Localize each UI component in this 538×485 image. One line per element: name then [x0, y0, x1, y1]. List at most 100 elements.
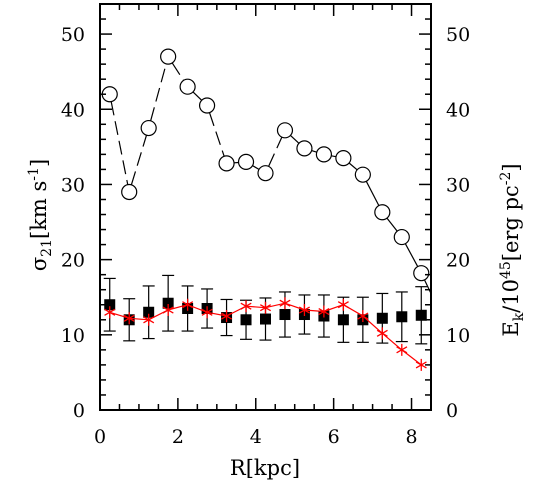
- plot-border: [99, 3, 432, 411]
- y-tick-label-right: 30: [446, 174, 470, 196]
- open-circle-point: [276, 122, 294, 139]
- y-label-right-sup: 45: [498, 261, 514, 279]
- open-circle-point: [335, 150, 352, 167]
- open-circle-point: [121, 183, 138, 201]
- circle-series-line: [386, 217, 398, 232]
- circle-series-line: [110, 101, 129, 185]
- filled-square-point: [162, 297, 174, 309]
- red-asterisk-point: [123, 312, 135, 325]
- red-asterisk-point: [415, 358, 427, 371]
- asterisk-stroke: [182, 301, 194, 309]
- asterisk-stroke: [143, 316, 155, 324]
- circle-series-line: [171, 62, 185, 81]
- open-circle-point: [160, 48, 177, 65]
- open-circle-point: [257, 165, 274, 182]
- circle-series-line: [348, 162, 358, 171]
- axis-ticks: [99, 3, 432, 411]
- filled-square-point: [240, 314, 252, 326]
- filled-square-point: [396, 311, 408, 323]
- open-circle-point: [354, 166, 371, 183]
- red-asterisk-point: [240, 300, 252, 313]
- filled-square-point: [415, 309, 427, 321]
- circle-series-line: [311, 149, 317, 153]
- open-circle-point: [218, 155, 235, 172]
- open-circle-point: [393, 228, 410, 246]
- asterisk-stroke: [298, 306, 310, 314]
- y-tick-label-right: 10: [446, 325, 470, 347]
- asterisk-stroke: [259, 304, 272, 312]
- filled-square-point: [260, 313, 271, 325]
- open-circle-point: [198, 97, 216, 114]
- red-asterisk-point: [337, 298, 349, 311]
- asterisk-stroke: [162, 306, 174, 314]
- y-tick-label-left: 10: [61, 325, 85, 347]
- filled-square-point: [376, 312, 388, 324]
- y-label-right-sup2: -2: [498, 172, 514, 186]
- red-asterisk-point: [104, 306, 116, 319]
- x-tick-label: 0: [94, 426, 106, 448]
- x-tick-label: 2: [172, 426, 184, 448]
- red-asterisk-point: [221, 310, 233, 323]
- circle-series-line: [192, 91, 203, 101]
- series-layer: [101, 48, 431, 371]
- red-asterisk-point: [201, 306, 213, 319]
- red-asterisk-point: [143, 313, 155, 326]
- y-tick-label-right: 50: [446, 24, 470, 46]
- y-label-right-sub: k: [511, 312, 527, 321]
- open-circle-point: [374, 204, 391, 221]
- asterisk-stroke: [201, 308, 213, 316]
- x-tick-label: 6: [328, 426, 340, 448]
- circle-series-line: [252, 165, 260, 170]
- filled-square-point: [143, 306, 155, 318]
- open-circle-point: [179, 78, 196, 95]
- asterisk-stroke: [337, 301, 349, 309]
- circle-series-line: [404, 243, 419, 267]
- circle-series-line: [365, 181, 380, 206]
- x-tick-label: 4: [250, 426, 262, 448]
- y-label-right-mid: /10: [499, 279, 523, 313]
- open-circle-point: [315, 146, 333, 163]
- y-tick-label-left: 0: [73, 400, 85, 422]
- y-axis-label-left: σ21[km s-1]: [26, 159, 55, 271]
- red-asterisk-point: [298, 304, 310, 317]
- filled-square-point: [337, 314, 349, 326]
- y-label-right-main: E: [499, 321, 523, 336]
- open-circle-point: [413, 265, 430, 282]
- asterisk-stroke: [104, 308, 116, 316]
- series-clip-group: [101, 48, 431, 371]
- y-axis-label-right: Ek/1045[erg pc-2]: [498, 163, 527, 336]
- circle-series-line: [423, 279, 431, 294]
- circle-series-line: [130, 135, 148, 185]
- y-label-left-sup: -1: [26, 167, 42, 181]
- red-asterisk-point: [182, 298, 194, 311]
- asterisk-stroke: [318, 307, 330, 316]
- y-tick-label-right: 20: [446, 250, 470, 272]
- y-label-right-close: ]: [499, 163, 523, 171]
- asterisk-stroke: [240, 302, 252, 310]
- y-label-left-rest: [km s: [27, 181, 51, 239]
- filled-square-point: [279, 309, 291, 321]
- x-axis-label: R[kpc]: [230, 456, 300, 480]
- y-label-right-rest: [erg pc: [499, 185, 523, 261]
- y-label-left-main: σ: [27, 257, 51, 271]
- y-tick-label-right: 0: [446, 400, 458, 422]
- asterisk-stroke: [415, 361, 427, 369]
- asterisk-stroke: [396, 346, 408, 354]
- y-tick-label-left: 50: [61, 24, 85, 46]
- circle-series-line: [150, 63, 167, 121]
- red-asterisk-point: [259, 301, 272, 314]
- open-circle-point: [140, 119, 157, 137]
- asterisk-stroke: [279, 299, 291, 307]
- asterisk-stroke: [376, 329, 388, 337]
- open-circle-point: [296, 140, 313, 157]
- y-tick-label-left: 40: [61, 99, 85, 121]
- circle-series-line: [290, 134, 300, 144]
- filled-square-point: [104, 299, 116, 311]
- red-asterisk-point: [396, 343, 408, 356]
- y-tick-label-left: 30: [61, 174, 85, 196]
- red-asterisk-point: [318, 305, 330, 318]
- circle-series-line: [268, 136, 283, 167]
- asterisk-stroke: [123, 314, 135, 322]
